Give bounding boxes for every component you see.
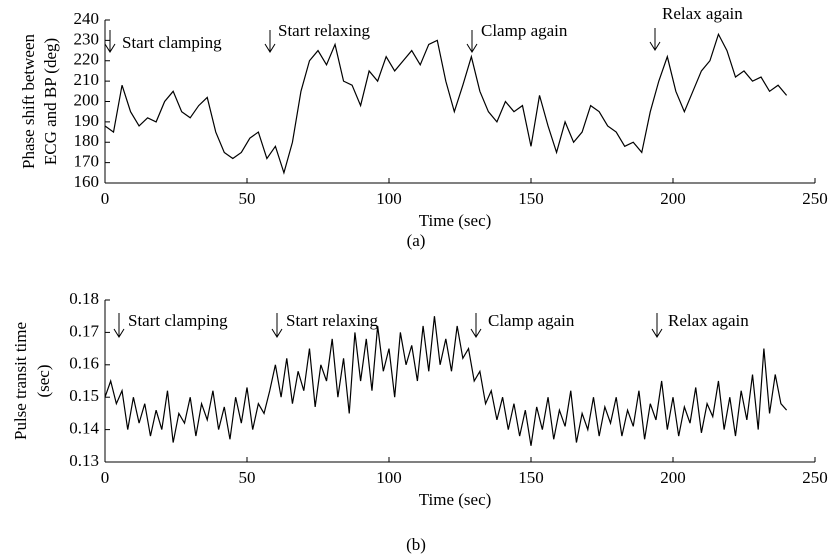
annotation: Clamp again xyxy=(481,21,568,40)
annotation-arrowhead xyxy=(271,328,283,338)
y-tick-label: 0.14 xyxy=(69,419,99,438)
annotation: Start clamping xyxy=(122,33,222,52)
annotation-arrowhead xyxy=(651,328,663,338)
x-tick-label: 150 xyxy=(518,189,544,208)
x-tick-label: 250 xyxy=(802,468,828,487)
y-tick-label: 170 xyxy=(74,152,100,171)
y-tick-label: 200 xyxy=(74,90,100,109)
y-axis-label: (sec) xyxy=(34,364,53,397)
y-tick-label: 0.15 xyxy=(69,386,99,405)
y-tick-label: 0.18 xyxy=(69,289,99,308)
x-tick-label: 200 xyxy=(660,468,686,487)
annotation-arrowhead xyxy=(104,43,116,53)
annotation-arrowhead xyxy=(264,43,276,53)
x-tick-label: 150 xyxy=(518,468,544,487)
y-tick-label: 220 xyxy=(74,50,100,69)
y-axis-label: ECG and BP (deg) xyxy=(41,38,60,165)
x-tick-label: 100 xyxy=(376,468,402,487)
x-tick-label: 50 xyxy=(239,468,256,487)
annotation: Start clamping xyxy=(128,311,228,330)
y-tick-label: 190 xyxy=(74,111,100,130)
x-tick-label: 0 xyxy=(101,468,110,487)
y-tick-label: 0.17 xyxy=(69,321,99,340)
y-tick-label: 240 xyxy=(74,9,100,28)
annotation: Relax again xyxy=(668,311,749,330)
annotation: Relax again xyxy=(662,4,743,23)
y-axis-label: Phase shift between xyxy=(19,33,38,169)
y-tick-label: 0.16 xyxy=(69,354,99,373)
x-tick-label: 50 xyxy=(239,189,256,208)
annotation-arrowhead xyxy=(649,41,661,51)
y-tick-label: 0.13 xyxy=(69,451,99,470)
x-tick-label: 200 xyxy=(660,189,686,208)
y-tick-label: 160 xyxy=(74,172,100,191)
annotation-arrowhead xyxy=(470,328,482,338)
y-tick-label: 210 xyxy=(74,70,100,89)
x-tick-label: 250 xyxy=(802,189,828,208)
annotation: Start relaxing xyxy=(278,21,371,40)
data-line xyxy=(104,32,788,175)
x-tick-label: 0 xyxy=(101,189,110,208)
y-tick-label: 180 xyxy=(74,131,100,150)
caption: (a) xyxy=(407,231,426,250)
y-axis-label: Pulse transit time xyxy=(11,322,30,440)
x-tick-label: 100 xyxy=(376,189,402,208)
annotation: Clamp again xyxy=(488,311,575,330)
annotation-arrowhead xyxy=(466,43,478,53)
caption: (b) xyxy=(406,535,426,554)
x-axis-label: Time (sec) xyxy=(419,211,492,230)
data-line xyxy=(104,316,788,446)
annotation: Start relaxing xyxy=(286,311,379,330)
x-axis-label: Time (sec) xyxy=(419,490,492,509)
y-tick-label: 230 xyxy=(74,29,100,48)
annotation-arrowhead xyxy=(113,328,125,338)
